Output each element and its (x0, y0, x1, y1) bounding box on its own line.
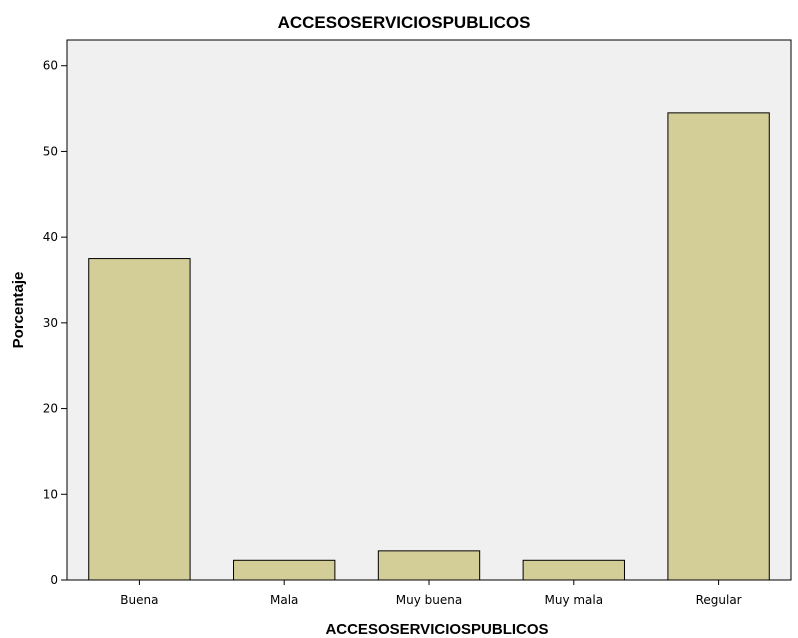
y-tick-label: 20 (43, 402, 58, 416)
bar-buena (88, 258, 191, 581)
x-tick-label: Muy buena (396, 593, 462, 607)
x-tick-label: Buena (120, 593, 158, 607)
bar-muy-mala (522, 559, 625, 581)
x-axis: Buena Mala Muy buena Muy mala Regular (120, 580, 742, 607)
y-tick-label: 10 (43, 487, 58, 501)
y-axis-title: Porcentaje (10, 272, 27, 349)
chart-title: ACCESOSERVICIOSPUBLICOS (278, 13, 531, 32)
x-tick-label: Muy mala (544, 593, 603, 607)
x-tick-label: Mala (270, 593, 298, 607)
bar-mala (233, 559, 336, 581)
bar-muy-buena (377, 550, 481, 581)
y-tick-label: 50 (43, 144, 58, 158)
x-tick-label: Regular (696, 593, 742, 607)
y-tick-label: 0 (50, 573, 58, 587)
bar-regular (667, 112, 770, 581)
y-tick-label: 40 (43, 230, 58, 244)
y-tick-label: 30 (43, 316, 58, 330)
y-axis: 0 10 20 30 40 50 60 (43, 59, 67, 587)
x-axis-title: ACCESOSERVICIOSPUBLICOS (325, 621, 548, 638)
y-tick-label: 60 (43, 59, 58, 73)
